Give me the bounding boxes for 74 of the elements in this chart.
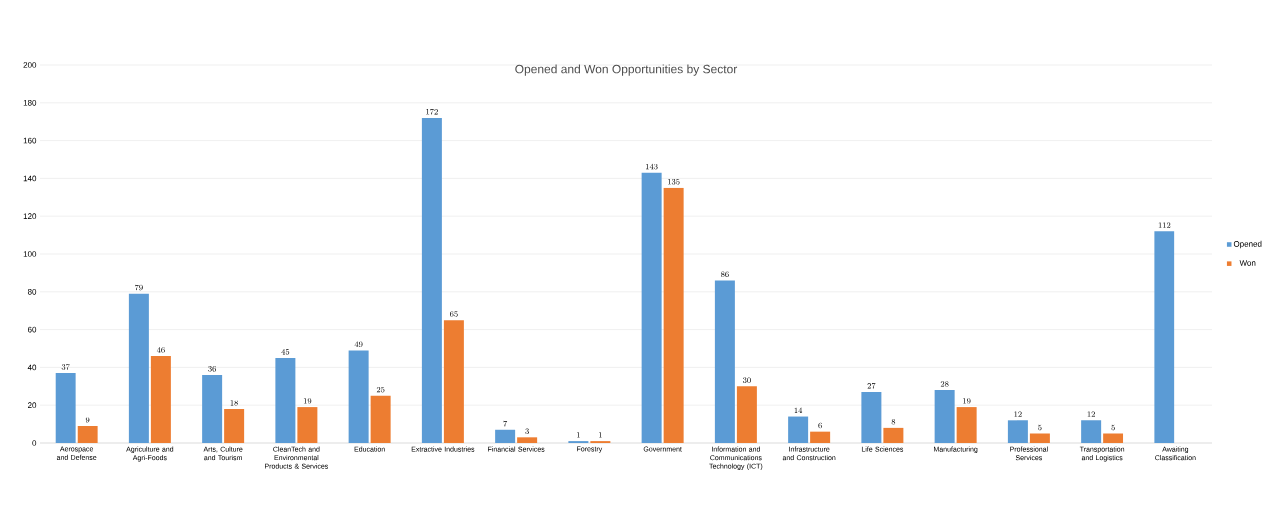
bar [934,390,955,443]
y-tick-label: 140 [23,175,37,182]
bar [714,280,735,443]
bar [443,320,464,443]
chart-title: Opened and Won Opportunities by Sector [515,64,738,76]
data-label: 112 [1158,222,1171,228]
data-label: 9 [85,417,90,423]
data-label: 5 [1038,424,1042,431]
bar [495,429,516,443]
data-label: 36 [208,366,217,372]
bar [1081,420,1102,443]
bar [663,187,684,443]
bar [1007,420,1028,443]
data-label: 28 [940,381,949,387]
y-tick-label: 60 [27,326,37,333]
data-label: 135 [668,179,680,185]
legend-label: Opened [1233,240,1262,249]
y-tick-label: 180 [23,99,37,106]
bar [55,373,76,443]
bar [275,357,296,443]
y-tick-label: 0 [32,440,37,446]
data-label: 65 [449,311,458,317]
bar [641,172,662,443]
bar [956,407,977,443]
bar [348,350,369,443]
y-tick-label: 80 [27,288,37,295]
data-label: 172 [426,108,438,115]
y-tick-label: 40 [27,364,37,371]
data-label: 19 [963,398,971,404]
bar [421,117,442,443]
data-label: 49 [354,341,363,348]
bar [202,374,223,443]
bar [1029,433,1050,443]
data-label: 30 [742,377,751,383]
data-label: 5 [1111,424,1115,431]
data-label: 6 [818,422,822,429]
data-label: 3 [525,428,529,434]
y-tick-label: 100 [23,251,37,257]
data-label: 1 [599,432,602,438]
data-label: 46 [156,347,165,353]
bar [128,293,149,443]
y-tick-label: 160 [23,137,37,144]
data-label: 14 [794,407,803,414]
legend-label: Won [1239,260,1256,266]
data-label: 1 [577,432,580,438]
bar [810,431,831,443]
data-label: 12 [1087,411,1095,417]
bar [224,408,245,443]
data-label: 18 [230,400,239,406]
data-label: 86 [720,271,729,278]
y-tick-label: 120 [23,213,37,220]
data-label: 143 [646,163,658,170]
bar [1154,231,1175,443]
bar [883,427,904,443]
data-label: 37 [61,364,70,370]
bar [1103,433,1124,443]
bar [77,425,98,443]
data-label: 27 [867,383,876,389]
data-label: 79 [135,284,143,291]
y-tick-label: 20 [27,402,37,409]
data-label: 8 [891,419,896,425]
data-label: 12 [1014,411,1022,417]
bar [861,391,882,443]
bar [370,395,391,443]
data-label: 19 [303,398,312,404]
data-label: 7 [503,420,508,427]
data-label: 45 [281,349,290,355]
bar [736,386,757,443]
data-label: 25 [376,386,385,393]
bar [517,437,538,443]
y-tick-label: 200 [23,62,37,68]
bar [297,407,318,443]
bar [788,416,809,443]
bar [150,356,171,443]
